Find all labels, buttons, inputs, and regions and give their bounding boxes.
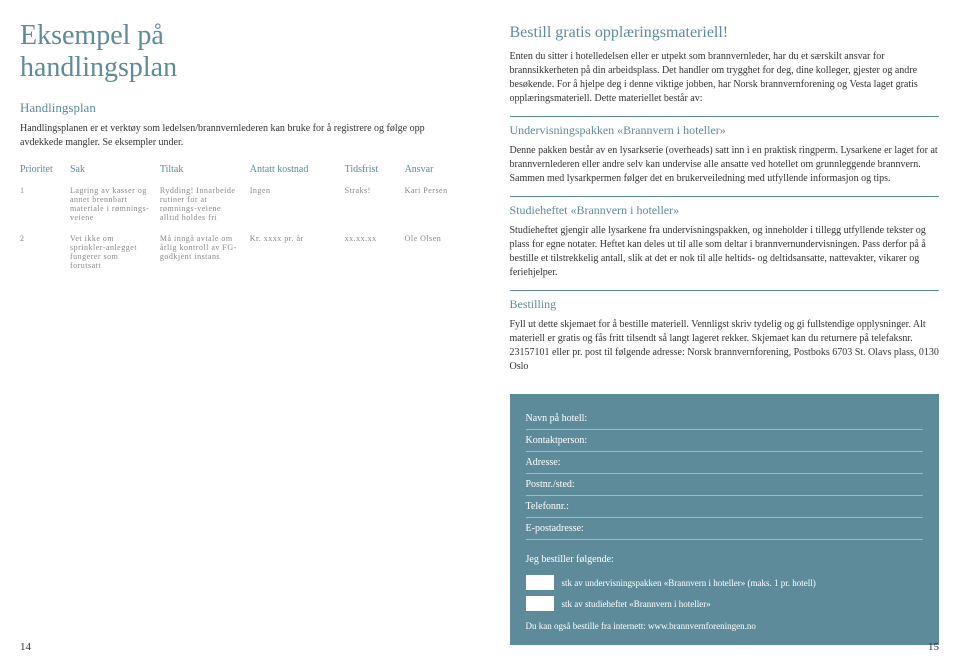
form-row-postal: Postnr./sted: [526,474,924,496]
form-footer: Du kan også bestille fra internett: www.… [526,621,924,631]
qty-input-2[interactable] [526,596,554,611]
left-page: Eksempel på handlingsplan Handlingsplan … [0,0,480,663]
cell-kostnad: Kr. xxxx pr. år [250,234,335,243]
page-number-left: 14 [20,641,31,653]
col-prioritet: Prioritet [20,164,60,175]
order-line-1: stk av undervisningspakken «Brannvern i … [526,575,924,590]
input-address[interactable] [567,457,924,468]
section-2-body: Studieheftet gjengir alle lysarkene fra … [510,224,940,280]
cell-tiltak: Rydding! Innarbeide rutiner for at rømni… [160,186,240,222]
table-row: 2 Vet ikke om sprinkler-anlegget fungere… [20,234,450,270]
cell-sak: Lagring av kasser og annet brennbart mat… [70,186,150,222]
section-1-title: Undervisningspakken «Brannvern i hotelle… [510,116,940,138]
cell-tiltak: Må inngå avtale om årlig kontroll av FG-… [160,234,240,261]
cell-sak: Vet ikke om sprinkler-anlegget fungerer … [70,234,150,270]
cell-ansvar: Ole Olsen [405,234,450,243]
title-line-2: handlingsplan [20,52,177,83]
form-row-phone: Telefonnr.: [526,496,924,518]
col-sak: Sak [70,164,150,175]
order-text-2: stk av studieheftet «Brannvern i hotelle… [562,599,711,609]
table-row: 1 Lagring av kasser og annet brennbart m… [20,186,450,222]
table-header-row: Prioritet Sak Tiltak Antatt kostnad Tids… [20,164,450,176]
input-contact[interactable] [593,435,923,446]
order-line-2: stk av studieheftet «Brannvern i hotelle… [526,596,924,611]
page-number-right: 15 [928,641,939,653]
page-title: Eksempel på handlingsplan [20,20,450,84]
form-row-address: Adresse: [526,452,924,474]
priority-table: Prioritet Sak Tiltak Antatt kostnad Tids… [20,164,450,270]
label-email: E-postadresse: [526,523,584,534]
input-email[interactable] [590,523,923,534]
cell-ansvar: Kari Persen [405,186,450,195]
intro-text: Handlingsplanen er et verktøy som ledels… [20,122,450,150]
input-postal[interactable] [581,479,923,490]
title-line-1: Eksempel på [20,20,164,51]
cell-prioritet: 1 [20,186,60,195]
subheading: Handlingsplan [20,100,450,116]
order-subhead: Jeg bestiller følgende: [526,554,924,565]
order-intro: Enten du sitter i hotelledelsen eller er… [510,50,940,106]
input-hotel[interactable] [593,413,923,424]
cell-tidsfrist: Straks! [345,186,395,195]
col-tidsfrist: Tidsfrist [345,164,395,175]
col-kostnad: Antatt kostnad [250,164,335,175]
form-row-hotel: Navn på hotell: [526,408,924,430]
section-2-title: Studieheftet «Brannvern i hoteller» [510,196,940,218]
order-form: Navn på hotell: Kontaktperson: Adresse: … [510,394,940,645]
form-row-contact: Kontaktperson: [526,430,924,452]
section-3-title: Bestilling [510,290,940,312]
section-1-body: Denne pakken består av en lysarkserie (o… [510,144,940,186]
col-tiltak: Tiltak [160,164,240,175]
form-row-email: E-postadresse: [526,518,924,540]
right-page: Bestill gratis opplæringsmateriell! Ente… [480,0,959,663]
section-3-body: Fyll ut dette skjemaet for å bestille ma… [510,318,940,374]
label-hotel: Navn på hotell: [526,413,588,424]
label-address: Adresse: [526,457,561,468]
qty-input-1[interactable] [526,575,554,590]
cell-kostnad: Ingen [250,186,335,195]
col-ansvar: Ansvar [405,164,450,175]
label-postal: Postnr./sted: [526,479,575,490]
order-text-1: stk av undervisningspakken «Brannvern i … [562,578,816,588]
cell-prioritet: 2 [20,234,60,243]
label-phone: Telefonnr.: [526,501,569,512]
input-phone[interactable] [575,501,923,512]
cell-tidsfrist: xx.xx.xx [345,234,395,243]
label-contact: Kontaktperson: [526,435,588,446]
order-heading: Bestill gratis opplæringsmateriell! [510,24,940,42]
